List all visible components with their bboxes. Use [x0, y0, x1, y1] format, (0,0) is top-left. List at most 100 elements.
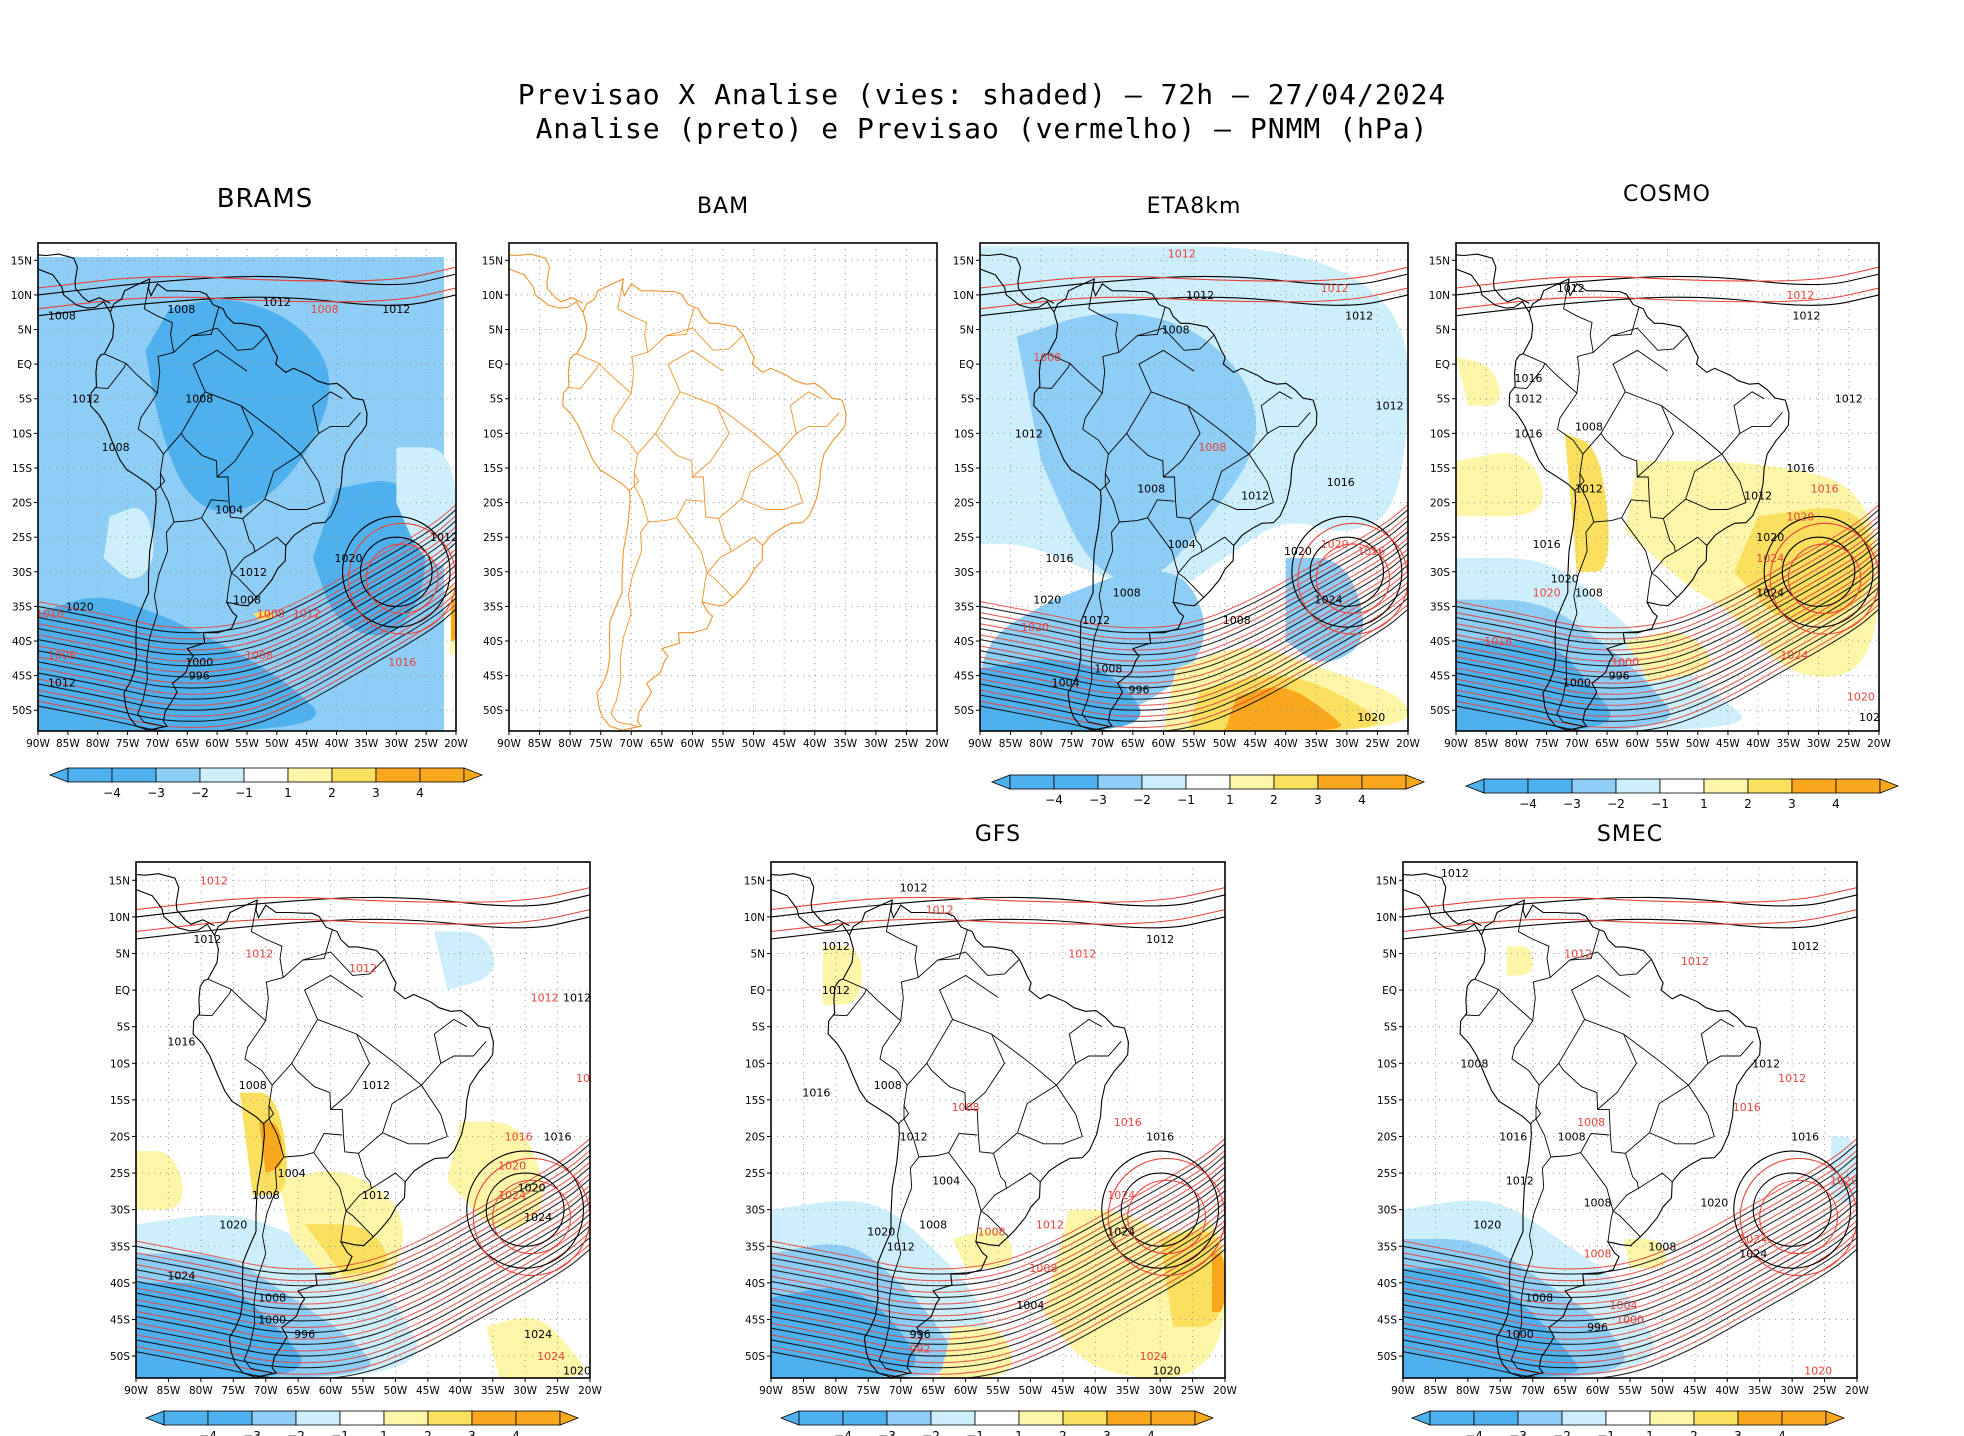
- map-frame: [1402, 861, 1858, 1379]
- lat-label: 10S: [1377, 1058, 1397, 1070]
- contour-label: 1004: [1610, 1299, 1638, 1312]
- lat-label: 5N: [1382, 948, 1397, 960]
- coastline-south-america: [1459, 899, 1761, 1378]
- colorbar-label: −1: [1597, 1429, 1615, 1436]
- country-border: [1549, 929, 1600, 978]
- panel-title-gfs: GFS: [974, 822, 1022, 847]
- contour-label: 1008: [1584, 1196, 1612, 1209]
- contour-label: 1008: [1648, 1240, 1676, 1253]
- bias-shading: [1506, 946, 1533, 976]
- contour-label: 1012: [1681, 955, 1709, 968]
- contour-label: 1012: [1564, 947, 1592, 960]
- bias-shading: [1403, 1268, 1579, 1378]
- country-border: [1538, 1062, 1641, 1238]
- country-border: [1497, 989, 1540, 1125]
- contour-label: 1020: [1804, 1365, 1832, 1378]
- colorbar-label: −3: [1509, 1429, 1527, 1436]
- lon-label: 25W: [1813, 1385, 1837, 1397]
- lon-label: 70W: [1521, 1385, 1545, 1397]
- lon-label: 20W: [1845, 1385, 1869, 1397]
- isobar-line: [1403, 1166, 1857, 1299]
- colorbar-segment: [1649, 1410, 1695, 1426]
- lat-label: EQ: [1382, 985, 1397, 997]
- isobar-high: [1733, 1150, 1852, 1269]
- contour-label: 1008: [1525, 1291, 1553, 1304]
- colorbar-label: −2: [1553, 1429, 1571, 1436]
- contour-label: 1008: [1558, 1130, 1586, 1143]
- lon-label: 35W: [1748, 1385, 1772, 1397]
- contour-label: 996: [1587, 1321, 1608, 1334]
- country-border: [1558, 1018, 1715, 1137]
- country-border: [1700, 1018, 1735, 1064]
- lat-label: 25S: [1377, 1168, 1397, 1180]
- isobar-line: [1403, 1173, 1857, 1305]
- country-border: [1580, 1152, 1614, 1212]
- isobar-high: [1752, 1172, 1832, 1247]
- bias-shading: [1623, 1238, 1667, 1269]
- country-border: [1550, 1133, 1610, 1158]
- panel-title-brams: BRAMS: [216, 184, 314, 214]
- contour-label: 1016: [1791, 1130, 1819, 1143]
- lat-label: 15N: [1376, 875, 1397, 887]
- isobar-line: [1403, 1196, 1857, 1329]
- lat-label: 30S: [1377, 1205, 1397, 1217]
- lat-label: 10N: [1376, 912, 1397, 924]
- isobar-line: [1403, 1155, 1857, 1287]
- contour-label: 1000: [1506, 1328, 1534, 1341]
- lon-label: 90W: [1391, 1385, 1415, 1397]
- isobar-line: [1403, 1185, 1857, 1317]
- contour-label: 1012: [1506, 1174, 1534, 1187]
- colorbar-label: 2: [1690, 1429, 1698, 1436]
- contour-label: 1020: [1830, 1174, 1858, 1187]
- colorbar-label: 4: [1778, 1429, 1786, 1436]
- coastline-central-america: [1403, 888, 1482, 936]
- isobar-high: [1739, 1157, 1857, 1277]
- colorbar-segment: [1605, 1410, 1651, 1426]
- colorbar-label: −4: [1465, 1429, 1483, 1436]
- isobar-line: [1403, 1220, 1857, 1352]
- lon-label: 80W: [1456, 1385, 1480, 1397]
- colorbar: −4 −3 −2 −1 1 2 3 4: [1410, 1410, 1846, 1436]
- contour-label: 1020: [1473, 1218, 1501, 1231]
- isobar-line: [1403, 1178, 1857, 1310]
- isobars: [1403, 887, 1857, 1378]
- isobar-line: [1403, 1208, 1857, 1340]
- lon-label: 60W: [1586, 1385, 1610, 1397]
- lat-label: 50S: [1377, 1351, 1397, 1363]
- contour-label: 1008: [1460, 1057, 1488, 1070]
- lat-label: 35S: [1377, 1241, 1397, 1253]
- colorbar-label: 3: [1734, 1429, 1742, 1436]
- lon-label: 65W: [1553, 1385, 1577, 1397]
- colorbar-segment: [1781, 1410, 1827, 1426]
- contour-label: 1012: [1778, 1072, 1806, 1085]
- isobar-line: [1403, 1243, 1857, 1375]
- isobar-line: [1403, 1213, 1857, 1345]
- isobar-line: [1403, 1225, 1857, 1357]
- coastline-central-america: [1403, 873, 1482, 927]
- lon-label: 30W: [1780, 1385, 1804, 1397]
- country-border: [1638, 1172, 1673, 1189]
- isobar-line: [1403, 1143, 1857, 1275]
- contour-label: 1008: [1584, 1248, 1612, 1261]
- isobar-high: [1759, 1179, 1839, 1255]
- isobar-line: [1403, 894, 1857, 918]
- lat-label: 5S: [1384, 1022, 1398, 1034]
- country-border: [1597, 1033, 1638, 1110]
- lon-label: 40W: [1715, 1385, 1739, 1397]
- lat-label: 40S: [1377, 1278, 1397, 1290]
- colorbar-segment: [1429, 1410, 1475, 1426]
- contour-label: 1008: [1577, 1116, 1605, 1129]
- colorbar-segment: [1561, 1410, 1607, 1426]
- coastline: [1403, 873, 1761, 1378]
- contour-label: 1016: [1499, 1130, 1527, 1143]
- colorbar-segment: [1737, 1410, 1783, 1426]
- country-border: [1510, 1105, 1552, 1374]
- lon-label: 75W: [1488, 1385, 1512, 1397]
- title-line-2: Analise (preto) e Previsao (vermelho) – …: [535, 112, 1429, 145]
- country-border: [1625, 1084, 1689, 1154]
- colorbar-extend-high: [1825, 1410, 1846, 1426]
- lat-label: 15S: [1377, 1095, 1397, 1107]
- axis-labels: 15N 10N 5N EQ 5S 10S 15S 20S 25S 30S 35S 40S 45S 50S 9…: [1376, 875, 1870, 1397]
- contour-label: 1020: [1700, 1196, 1728, 1209]
